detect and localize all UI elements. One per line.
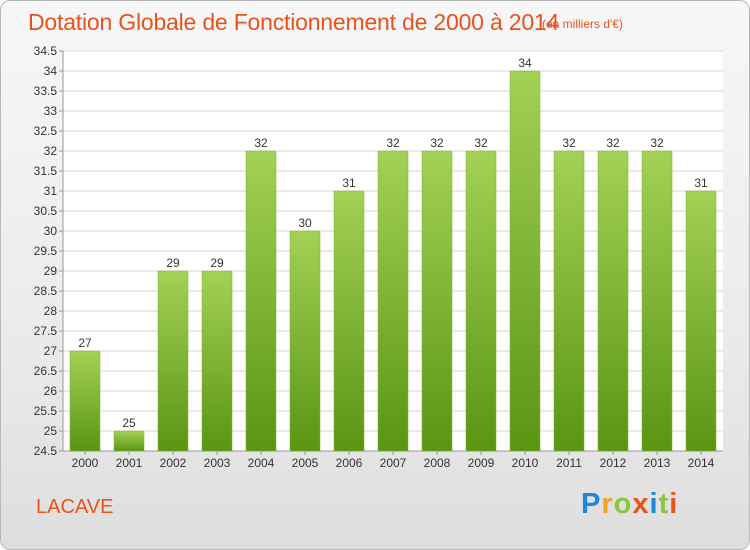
- x-tick-label-2004: 2004: [248, 456, 275, 470]
- logo-letter: P: [581, 488, 602, 520]
- bar-2010: [509, 70, 541, 452]
- logo-letter: t: [658, 488, 670, 520]
- logo-letter: i: [649, 488, 659, 520]
- x-tick-label-2011: 2011: [556, 456, 582, 470]
- logo-letter: o: [613, 488, 633, 520]
- y-tick-label: 29.5: [34, 244, 58, 258]
- x-tick-label-2003: 2003: [204, 456, 231, 470]
- y-tick-label: 31: [44, 184, 58, 198]
- y-tick-label: 32.5: [34, 124, 58, 138]
- bar-2012: [597, 150, 629, 452]
- y-tick-label: 33.5: [34, 84, 58, 98]
- x-tick-label-2002: 2002: [160, 456, 187, 470]
- data-label-2005: 30: [298, 216, 312, 230]
- y-tick-label: 27.5: [34, 324, 58, 338]
- data-label-2006: 31: [342, 176, 356, 190]
- bar-2006: [333, 190, 365, 452]
- y-tick-label: 30.5: [34, 204, 58, 218]
- data-label-2003: 29: [210, 256, 224, 270]
- proxiti-logo: Proxiti: [581, 488, 678, 521]
- data-label-2001: 25: [122, 416, 136, 430]
- chart-title: Dotation Globale de Fonctionnement de 20…: [28, 9, 560, 35]
- x-tick-label-2009: 2009: [468, 456, 495, 470]
- x-tick-label-2013: 2013: [644, 456, 671, 470]
- data-label-2010: 34: [518, 56, 532, 70]
- data-label-2013: 32: [650, 136, 664, 150]
- bar-2005: [289, 230, 321, 452]
- x-tick-label-2000: 2000: [72, 456, 99, 470]
- y-tick-label: 25.5: [34, 404, 58, 418]
- y-tick-label: 28: [44, 304, 58, 318]
- bar-2004: [245, 150, 277, 452]
- x-tick-label-2007: 2007: [380, 456, 407, 470]
- logo-letter: r: [601, 488, 614, 520]
- x-tick-label-2001: 2001: [116, 456, 143, 470]
- y-tick-label: 31.5: [34, 164, 58, 178]
- logo-letter: i: [669, 488, 679, 520]
- bar-2001: [113, 430, 145, 452]
- unit-note: (en milliers d'€): [542, 17, 623, 31]
- data-label-2014: 31: [694, 176, 708, 190]
- bar-2009: [465, 150, 497, 452]
- data-label-2004: 32: [254, 136, 268, 150]
- bar-2007: [377, 150, 409, 452]
- logo-letter: x: [632, 488, 650, 520]
- y-tick-label: 25: [44, 424, 58, 438]
- bar-2014: [685, 190, 717, 452]
- bar-2008: [421, 150, 453, 452]
- y-tick-label: 28.5: [34, 284, 58, 298]
- commune-name: LACAVE: [36, 496, 114, 518]
- y-tick-label: 29: [44, 264, 58, 278]
- bar-2013: [641, 150, 673, 452]
- y-tick-label: 27: [44, 344, 58, 358]
- y-tick-label: 24.5: [34, 444, 58, 458]
- y-tick-label: 32: [44, 144, 58, 158]
- bar-2003: [201, 270, 233, 452]
- y-tick-label: 34: [44, 64, 58, 78]
- data-label-2002: 29: [166, 256, 180, 270]
- data-label-2000: 27: [78, 336, 92, 350]
- y-tick-label: 26: [44, 384, 58, 398]
- bar-2011: [553, 150, 585, 452]
- x-tick-label-2014: 2014: [688, 456, 715, 470]
- x-tick-label-2010: 2010: [512, 456, 539, 470]
- data-label-2009: 32: [474, 136, 488, 150]
- y-tick-label: 30: [44, 224, 58, 238]
- data-label-2008: 32: [430, 136, 444, 150]
- bar-2000: [69, 350, 101, 452]
- x-tick-label-2008: 2008: [424, 456, 451, 470]
- data-label-2011: 32: [562, 136, 576, 150]
- data-label-2007: 32: [386, 136, 400, 150]
- bar-2002: [157, 270, 189, 452]
- data-label-2012: 32: [606, 136, 620, 150]
- x-tick-label-2006: 2006: [336, 456, 363, 470]
- y-tick-label: 33: [44, 104, 58, 118]
- y-tick-label: 26.5: [34, 364, 58, 378]
- x-tick-label-2012: 2012: [600, 456, 627, 470]
- y-tick-label: 34.5: [34, 44, 58, 58]
- x-tick-label-2005: 2005: [292, 456, 319, 470]
